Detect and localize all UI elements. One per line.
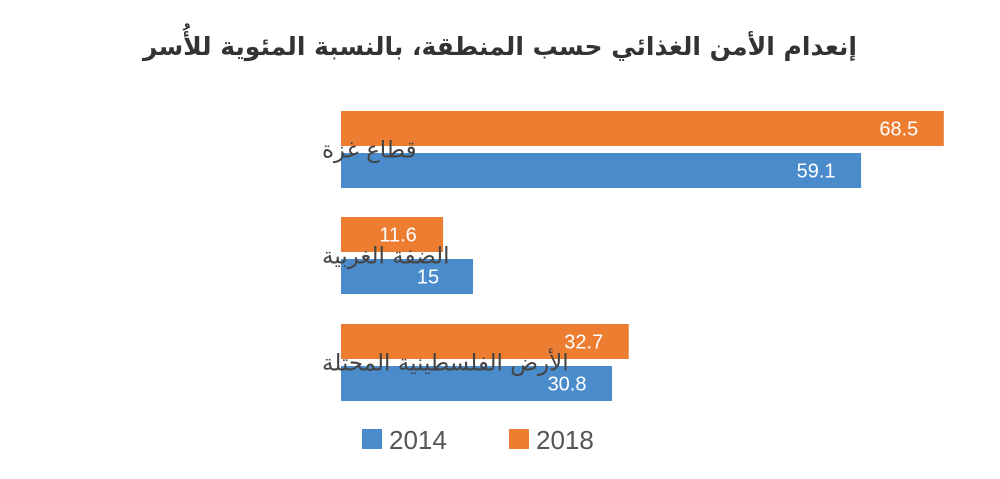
data-label-2014-2: 30.8: [548, 374, 587, 396]
category-label-0: قطاع غزة: [322, 138, 417, 164]
bar-2014-0: [341, 153, 862, 188]
legend-label-2014: 2014: [389, 425, 447, 455]
data-label-2014-0: 59.1: [797, 161, 836, 183]
data-label-2018-1: 11.6: [379, 225, 416, 247]
legend: 2014 2018: [362, 425, 594, 455]
data-label-2018-2: 32.7: [564, 332, 603, 354]
legend-swatch-2014: [362, 429, 382, 449]
category-label-2: الأرض الفلسطينية المحتلة: [322, 349, 569, 377]
chart-title: إنعدام الأمن الغذائي حسب المنطقة، بالنسب…: [141, 23, 857, 62]
bar-2014-2: [341, 366, 613, 401]
bar-2018-0: [341, 111, 944, 146]
data-label-2018-0: 68.5: [879, 119, 918, 141]
data-label-2014-1: 15: [417, 267, 439, 289]
category-label-1: الضفة الغربية: [322, 244, 449, 270]
bar-2018-2: [341, 324, 629, 359]
bar-2018-1: [341, 217, 444, 252]
legend-swatch-2018: [509, 429, 529, 449]
legend-label-2018: 2018: [536, 425, 594, 455]
bar-2014-1: [341, 259, 473, 294]
